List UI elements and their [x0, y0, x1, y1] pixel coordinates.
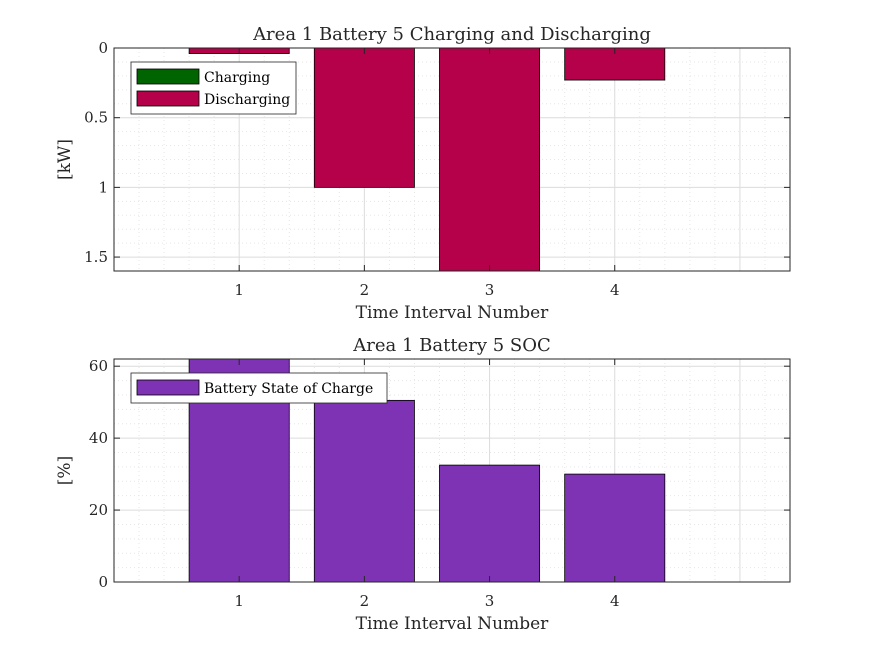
legend-entry: Discharging	[204, 92, 290, 108]
discharge-y-axis-label: [kW]	[55, 139, 75, 180]
x-tick-label: 1	[234, 592, 244, 610]
bar-battery-state-of-charge-3	[439, 464, 541, 583]
soc-chart: 0 20 40 60 1 2 3 4 Area 1 Battery 5 SOC Time I…	[55, 335, 791, 634]
soc-y-ticks: 0 20 40 60	[89, 357, 790, 591]
y-tick-label: 20	[89, 501, 108, 519]
y-tick-label: 40	[89, 429, 108, 447]
y-tick-label: 0.5	[84, 109, 108, 127]
x-tick-label: 3	[485, 592, 495, 610]
bar-battery-state-of-charge-2	[313, 399, 415, 583]
bar-discharging-2	[313, 47, 415, 188]
x-tick-label: 1	[234, 281, 244, 299]
x-tick-label: 4	[610, 592, 620, 610]
legend-entry: Battery State of Charge	[204, 381, 373, 397]
bar-battery-state-of-charge-4	[564, 473, 666, 583]
x-tick-label: 2	[360, 281, 370, 299]
soc-legend: Battery State of Charge	[130, 372, 388, 404]
soc-axes-box	[113, 358, 791, 583]
discharge-legend: Charging Discharging	[130, 61, 297, 115]
soc-y-axis-label: [%]	[55, 456, 75, 485]
discharge-x-axis-label: Time Interval Number	[356, 303, 550, 323]
y-tick-label: 0	[98, 39, 108, 57]
y-tick-label: 1.5	[84, 248, 108, 266]
soc-x-ticks: 1 2 3 4	[234, 359, 620, 610]
bar-discharging-3	[439, 47, 541, 272]
discharge-chart-title: Area 1 Battery 5 Charging and Dischargin…	[252, 24, 651, 45]
legend-swatch	[136, 379, 200, 396]
discharge-chart: 0 0.5 1 1.5 1 2 3 4 Area 1 Battery 5 Charging …	[55, 24, 791, 323]
x-tick-label: 4	[610, 281, 620, 299]
x-tick-label: 3	[485, 281, 495, 299]
discharge-axes-box	[113, 47, 791, 272]
y-tick-label: 1	[98, 178, 108, 196]
legend-swatch	[136, 90, 200, 107]
y-tick-label: 0	[98, 573, 108, 591]
discharge-y-ticks: 0 0.5 1 1.5	[84, 39, 790, 266]
legend-swatch	[136, 68, 200, 85]
legend-entry: Charging	[204, 70, 270, 86]
y-tick-label: 60	[89, 357, 108, 375]
discharge-x-ticks: 1 2 3 4	[234, 48, 620, 299]
x-tick-label: 2	[360, 592, 370, 610]
soc-x-axis-label: Time Interval Number	[356, 614, 550, 634]
soc-chart-title: Area 1 Battery 5 SOC	[352, 335, 551, 356]
